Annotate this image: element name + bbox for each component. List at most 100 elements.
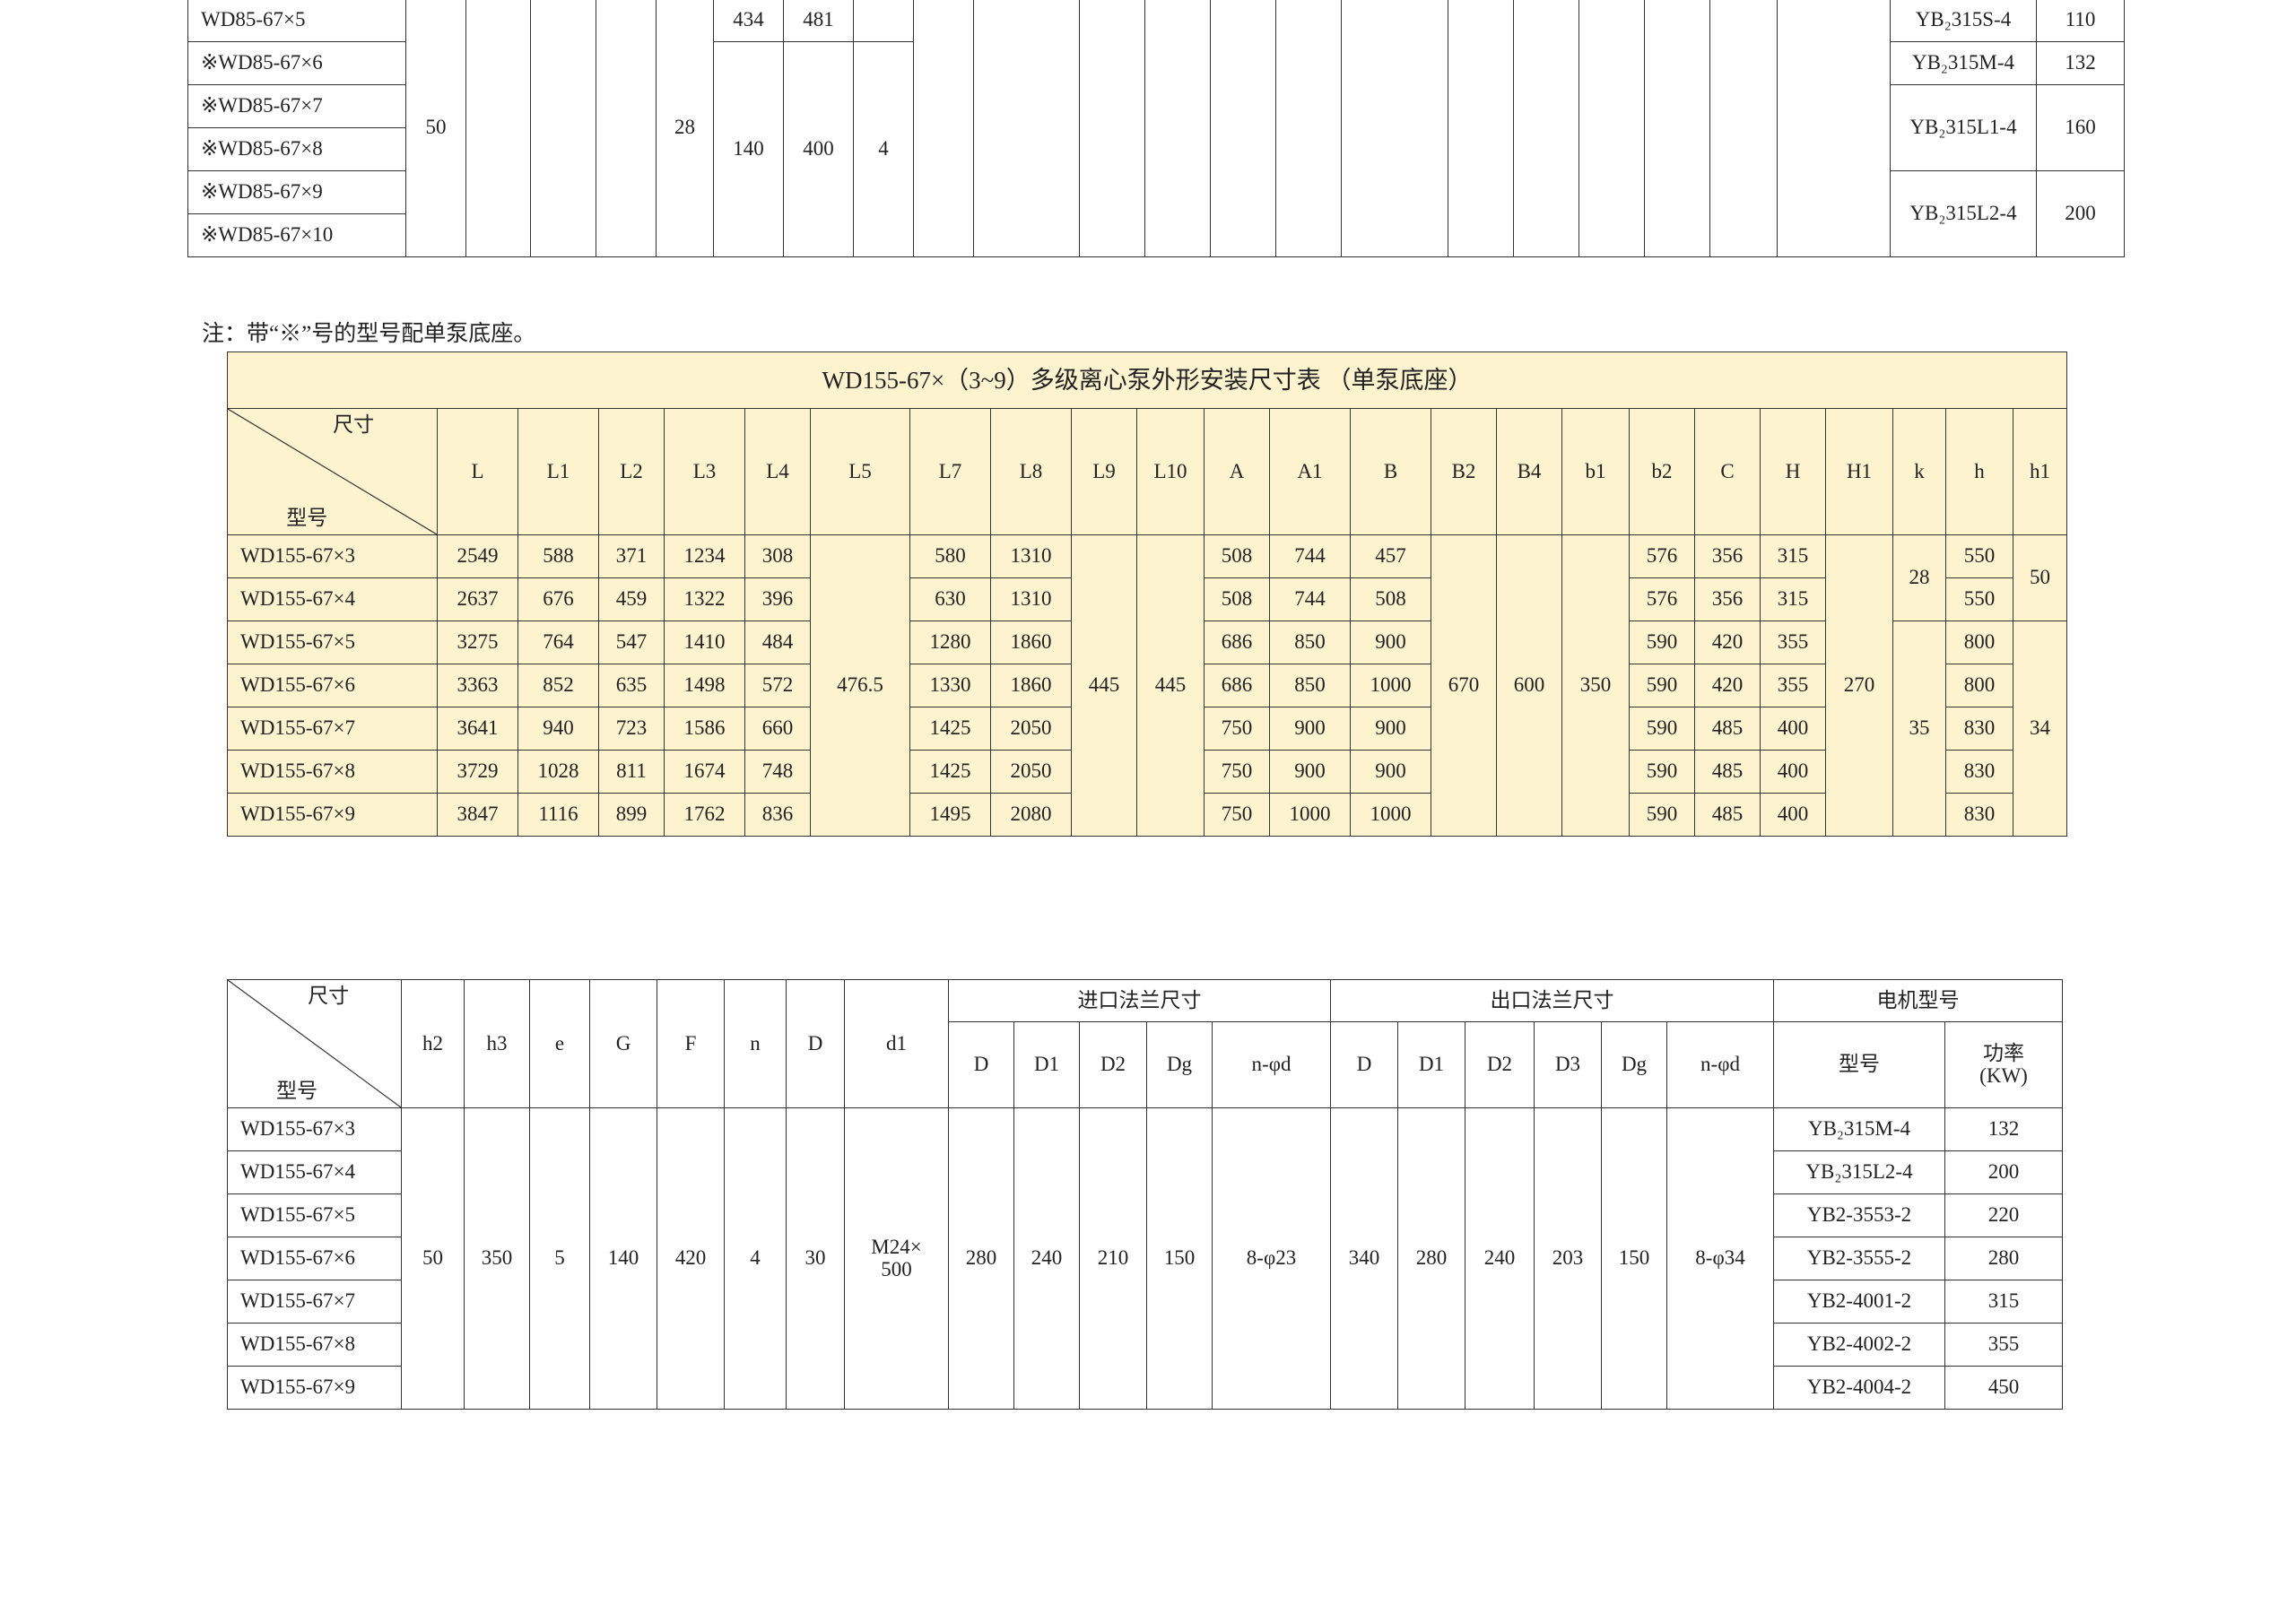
value-cell: 576 <box>1629 534 1695 578</box>
outlet-column-header: D2 <box>1465 1021 1535 1108</box>
value-cell: 450 <box>1944 1366 2063 1410</box>
value-cell: 400 <box>1760 707 1826 751</box>
value-cell: 750 <box>1204 750 1270 794</box>
column-header: C <box>1694 408 1761 535</box>
value-cell: 481 <box>783 0 854 42</box>
value-cell <box>853 0 914 42</box>
value-cell: 1674 <box>664 750 745 794</box>
value-cell: 1310 <box>990 577 1072 621</box>
wd85-dimension-table-continued: WD85-67×5 50 28 434 481 YB₂315S-4 110 ※WD85-67×… <box>187 0 2125 257</box>
value-cell: 686 <box>1204 621 1270 664</box>
value-cell: 459 <box>598 577 665 621</box>
value-cell: 160 <box>2036 84 2125 171</box>
value-cell: 940 <box>517 707 599 751</box>
value-cell: 590 <box>1629 750 1695 794</box>
wd155-dimension-table: WD155-67×（3~9）多级离心泵外形安装尺寸表 （单泵底座） 尺寸 型号 … <box>227 352 2067 837</box>
model-cell: WD155-67×5 <box>227 1193 402 1237</box>
model-cell: ※WD85-67×7 <box>187 84 406 128</box>
column-header: L10 <box>1136 408 1205 535</box>
value-cell: 110 <box>2036 0 2125 42</box>
value-cell: 1234 <box>664 534 745 578</box>
value-cell: 764 <box>517 621 599 664</box>
value-cell: 750 <box>1204 707 1270 751</box>
value-cell <box>1709 0 1778 257</box>
value-cell: 30 <box>786 1107 845 1410</box>
value-cell: 400 <box>783 41 854 257</box>
value-cell: 340 <box>1330 1107 1398 1410</box>
table-row: WD155-67×3 50 350 5 140 420 4 30 M24× 500 280 240 2… <box>227 1107 2063 1410</box>
value-cell: 1330 <box>909 664 991 707</box>
value-cell: 355 <box>1760 621 1826 664</box>
value-cell: 590 <box>1629 707 1695 751</box>
value-cell: 836 <box>744 793 811 837</box>
table-row: WD155-67×8 YB2-4002-2 355 <box>227 1323 2063 1367</box>
value-cell <box>1448 0 1514 257</box>
value-cell: 635 <box>598 664 665 707</box>
table-row: WD155-67×9 YB2-4004-2 450 <box>227 1366 2063 1410</box>
value-cell: 28 <box>1892 534 1946 621</box>
footnote: 注：带“※”号的型号配单泵底座。 <box>202 322 536 346</box>
value-cell: 900 <box>1350 750 1431 794</box>
column-header: h2 <box>401 979 465 1108</box>
value-cell: 811 <box>598 750 665 794</box>
value-cell: 900 <box>1269 750 1351 794</box>
value-cell: 800 <box>1945 621 2013 664</box>
value-cell: 850 <box>1269 621 1351 664</box>
value-cell: 140 <box>713 41 784 257</box>
column-header: L1 <box>517 408 599 535</box>
value-cell: 900 <box>1350 707 1431 751</box>
model-cell: ※WD85-67×9 <box>187 170 406 214</box>
value-cell: 830 <box>1945 707 2013 751</box>
value-cell: 28 <box>656 0 714 257</box>
value-cell: 547 <box>598 621 665 664</box>
value-cell: 1116 <box>517 793 599 837</box>
value-cell: 508 <box>1204 577 1270 621</box>
value-cell: 800 <box>1945 664 2013 707</box>
table-row: WD155-67×4 YB₂315L2-4 200 <box>227 1150 2063 1194</box>
value-cell <box>1079 0 1145 257</box>
table-row: ※WD85-67×10 <box>187 213 2125 257</box>
value-cell: 2080 <box>990 793 1072 837</box>
column-header: h1 <box>2013 408 2067 535</box>
table-row: ※WD85-67×9 YB₂315L2-4 200 <box>187 170 2125 257</box>
outlet-column-header: Dg <box>1601 1021 1667 1108</box>
value-cell: 203 <box>1534 1107 1602 1410</box>
table-row: WD155-67×5 YB2-3553-2 220 <box>227 1193 2063 1237</box>
column-header: A <box>1204 408 1270 535</box>
table-title: WD155-67×（3~9）多级离心泵外形安装尺寸表 （单泵底座） <box>227 352 2067 409</box>
table-row: WD155-67×6 3363 852 635 1498 572 1330 1860 686 85… <box>227 664 2067 707</box>
value-cell: 1000 <box>1350 793 1431 837</box>
value-cell: 850 <box>1269 664 1351 707</box>
motor-power-header: 功率 (KW) <box>1944 1021 2063 1108</box>
column-header: n <box>724 979 787 1108</box>
value-cell <box>1777 0 1891 257</box>
value-cell: 34 <box>2013 621 2067 837</box>
table-row: WD155-67×4 2637 676 459 1322 396 630 1310 508 744… <box>227 577 2067 621</box>
model-cell: WD155-67×3 <box>227 1107 402 1151</box>
value-cell: 210 <box>1079 1107 1147 1410</box>
value-cell <box>1578 0 1645 257</box>
value-cell: 3275 <box>437 621 518 664</box>
model-cell: WD155-67×9 <box>227 1366 402 1410</box>
column-header: B4 <box>1496 408 1562 535</box>
column-header: H <box>1760 408 1826 535</box>
value-cell: 315 <box>1760 577 1826 621</box>
model-cell: WD155-67×4 <box>227 577 438 621</box>
value-cell: 576 <box>1629 577 1695 621</box>
column-header: H1 <box>1825 408 1893 535</box>
value-cell: 852 <box>517 664 599 707</box>
model-cell: WD155-67×6 <box>227 664 438 707</box>
column-header: k <box>1892 408 1946 535</box>
value-cell: 3363 <box>437 664 518 707</box>
outlet-column-header: D3 <box>1534 1021 1602 1108</box>
value-cell: 2637 <box>437 577 518 621</box>
value-cell: 5 <box>529 1107 590 1410</box>
value-cell: 396 <box>744 577 811 621</box>
value-cell: 420 <box>1694 664 1761 707</box>
model-cell: WD155-67×7 <box>227 707 438 751</box>
value-cell: 3729 <box>437 750 518 794</box>
value-cell: 2050 <box>990 707 1072 751</box>
value-cell: 830 <box>1945 793 2013 837</box>
value-cell: 2549 <box>437 534 518 578</box>
